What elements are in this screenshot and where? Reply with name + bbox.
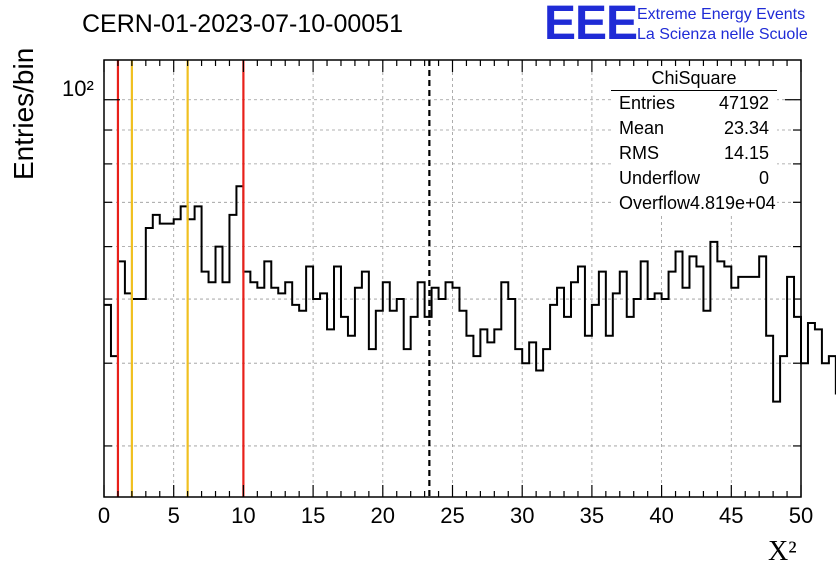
stats-label: Underflow — [619, 168, 701, 188]
y-axis-label: Entries/bin — [8, 47, 39, 180]
x-tick-label-0: 0 — [98, 503, 110, 528]
y-tick-label-100: 10² — [62, 76, 94, 101]
x-tick-label-5: 5 — [168, 503, 180, 528]
stats-label: Overflow — [619, 193, 691, 213]
stats-value: 4.819e+04 — [690, 193, 776, 213]
logo-line-1: Extreme Energy Events — [637, 6, 806, 23]
marker-lines — [116, 60, 431, 497]
stats-row-overflow: Overflow 4.819e+04 — [611, 191, 777, 216]
x-tick-label-50: 50 — [789, 503, 813, 528]
x-tick-label-25: 25 — [440, 503, 464, 528]
chart-title: CERN-01-2023-07-10-00051 — [82, 10, 404, 38]
stats-value: 23.34 — [723, 118, 769, 138]
histogram-outline — [104, 185, 836, 403]
x-tick-label-10: 10 — [231, 503, 255, 528]
stats-label: RMS — [619, 143, 659, 163]
x-tick-label-45: 45 — [719, 503, 743, 528]
x-tick-label-40: 40 — [649, 503, 673, 528]
x-axis-label: X² — [768, 536, 797, 567]
histogram-series — [104, 185, 836, 403]
stats-value: 14.15 — [723, 143, 769, 163]
stats-row-mean: Mean 23.34 — [611, 116, 777, 141]
x-tick-label-20: 20 — [371, 503, 395, 528]
x-tick-label-35: 35 — [580, 503, 604, 528]
stats-label: Entries — [619, 93, 676, 113]
stats-row-underflow: Underflow 0 — [611, 166, 777, 191]
stats-label: Mean — [619, 118, 665, 138]
x-tick-label-30: 30 — [510, 503, 534, 528]
stats-row-rms: RMS 14.15 — [611, 141, 777, 166]
eee-logo: EEE — [544, 0, 638, 50]
axis-ticks — [103, 60, 802, 497]
stats-value: 47192 — [718, 93, 769, 113]
x-tick-label-15: 15 — [301, 503, 325, 528]
stats-value: 0 — [758, 168, 769, 188]
x-tick-labels: 0 5 10 15 20 25 30 35 40 45 50 — [98, 503, 813, 528]
stats-title: ChiSquare — [611, 66, 777, 91]
stats-row-entries: Entries 47192 — [611, 91, 777, 116]
stats-box: ChiSquare Entries 47192 Mean 23.34 RMS 1… — [611, 66, 777, 216]
logo-line-2: La Scienza nelle Scuole — [637, 26, 808, 43]
